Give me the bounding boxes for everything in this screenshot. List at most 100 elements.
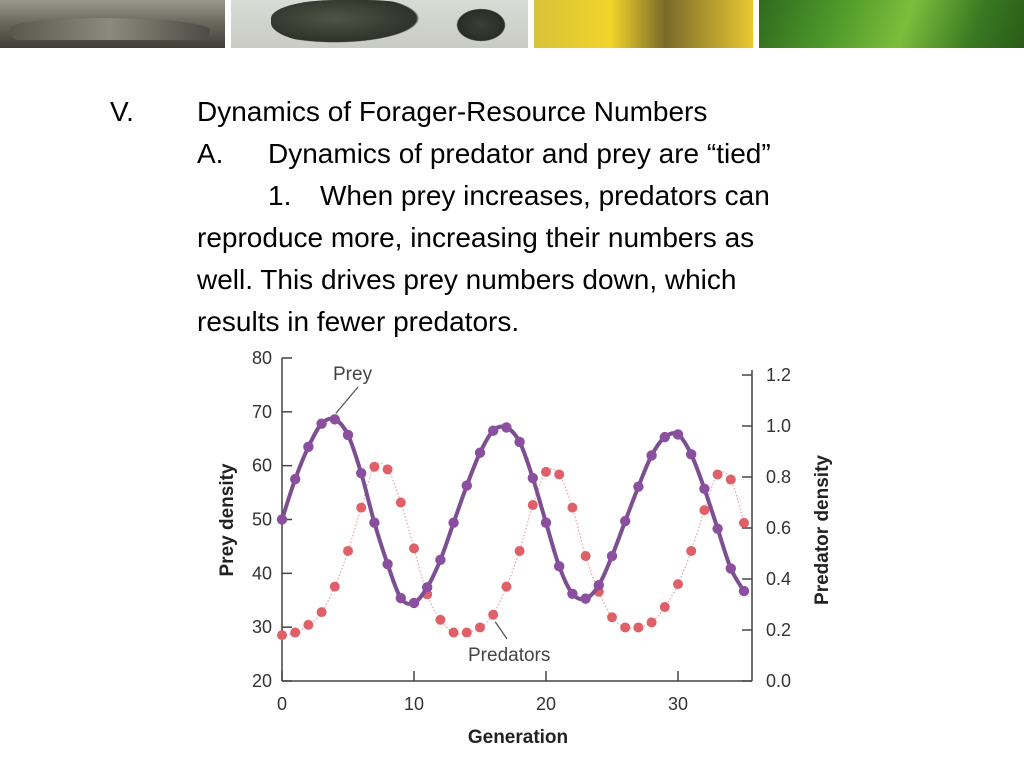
predator-point — [646, 617, 657, 628]
predator-point — [541, 466, 551, 477]
ant-photo — [231, 0, 528, 48]
predator-point — [277, 630, 287, 641]
predator-point — [461, 627, 472, 638]
prey-point — [527, 472, 538, 484]
prey-point — [422, 582, 433, 593]
prey-point — [725, 563, 736, 574]
predator-point — [712, 469, 723, 480]
photo-banner — [0, 0, 1024, 48]
prey-point — [567, 588, 578, 599]
y-tick-label: 70 — [252, 402, 272, 422]
predator-point — [554, 469, 565, 480]
predator-point — [488, 609, 499, 620]
prey-point — [329, 414, 340, 425]
outline-sub-marker: A. — [197, 138, 224, 169]
prey-series-line — [280, 416, 746, 606]
prey-point — [356, 468, 367, 479]
predator-point — [448, 627, 459, 638]
x-tick-label: 10 — [404, 694, 424, 714]
prey-point — [448, 517, 459, 528]
outline-sub-text: Dynamics of predator and prey are “tied” — [268, 138, 771, 169]
y2-tick-label: 0.0 — [766, 671, 791, 691]
chart-axes — [281, 358, 753, 682]
predator-point — [699, 505, 710, 516]
y-tick-label: 80 — [252, 348, 272, 368]
predator-point — [501, 581, 512, 592]
banner-gap — [225, 0, 232, 48]
predator-point — [475, 622, 485, 633]
prey-point — [620, 515, 631, 527]
predator-point — [356, 502, 367, 513]
predator-point — [607, 612, 617, 623]
prey-point — [435, 554, 446, 566]
predator-point — [673, 579, 683, 590]
outline-point-line: results in fewer predators. — [197, 306, 520, 337]
predator-point — [343, 545, 353, 556]
prey-point — [686, 449, 697, 460]
prey-point — [342, 429, 354, 441]
y2-tick-label: 1.0 — [766, 416, 791, 436]
predator-point — [382, 464, 393, 475]
predator-point — [409, 543, 419, 554]
prey-point — [461, 480, 472, 491]
prey-point — [474, 447, 486, 458]
banner-gap — [527, 0, 534, 48]
chart-ticks: 20 30 40 50 60 70 80 0.0 0.2 0.4 0.6 0.8 1.0 1.2 0 10 20… — [252, 348, 791, 714]
outline-point-line: well. This drives prey numbers down, whi… — [197, 264, 737, 295]
y2-tick-label: 0.8 — [766, 467, 791, 487]
crocodile-photo — [0, 0, 226, 48]
predator-point — [725, 474, 736, 485]
predator-point — [369, 461, 380, 472]
prey-point — [606, 550, 618, 562]
prey-point — [738, 585, 750, 597]
prey-point — [514, 436, 525, 448]
prey-point — [554, 561, 565, 572]
prey-point — [369, 517, 380, 528]
prey-point — [646, 450, 657, 461]
prey-annotation-label: Prey — [333, 364, 373, 385]
y2-tick-label: 0.4 — [766, 569, 791, 589]
prey-point — [303, 441, 314, 453]
y-tick-label: 30 — [252, 617, 272, 637]
outline-heading: Dynamics of Forager-Resource Numbers — [197, 96, 708, 127]
prey-point — [316, 418, 327, 429]
predator-point — [659, 602, 670, 613]
predator-point — [686, 545, 697, 556]
y2-axis-title: Predator density — [812, 455, 833, 605]
y-tick-label: 20 — [252, 671, 272, 691]
predator-point — [633, 622, 644, 633]
prey-point — [395, 592, 406, 604]
prey-point — [633, 481, 644, 492]
predator-point — [580, 551, 591, 562]
predator-point — [329, 581, 340, 592]
predator-point — [567, 502, 578, 513]
x-tick-label: 20 — [536, 694, 556, 714]
y2-tick-label: 0.6 — [766, 518, 791, 538]
prey-point — [659, 431, 670, 443]
predators-annotation-label: Predators — [468, 645, 550, 666]
banner-gap — [753, 0, 760, 48]
prey-point — [382, 558, 393, 570]
prey-point — [699, 483, 710, 495]
outline-point-line: When prey increases, predators can — [320, 180, 770, 211]
prey-point — [672, 429, 684, 440]
outline-point-marker: 1. — [268, 180, 292, 211]
prey-point — [712, 523, 723, 534]
y-axis-title: Prey density — [217, 463, 238, 576]
prey-point — [488, 425, 499, 436]
predator-point — [514, 545, 525, 556]
outline-roman-numeral: V. — [110, 96, 134, 127]
predator-point — [620, 622, 631, 633]
predator-point — [316, 607, 327, 618]
prey-point — [540, 517, 552, 528]
chart-annotations: Prey Predators — [333, 364, 550, 666]
y2-tick-label: 1.2 — [766, 365, 791, 385]
predator-point — [527, 500, 538, 511]
x-tick-label: 0 — [277, 694, 287, 714]
predators-annotation-leader — [494, 621, 508, 640]
prey-series — [276, 414, 750, 609]
predator-series — [277, 461, 749, 641]
prey-point — [408, 597, 420, 609]
prey-point — [501, 422, 512, 433]
predator-point — [395, 497, 406, 508]
